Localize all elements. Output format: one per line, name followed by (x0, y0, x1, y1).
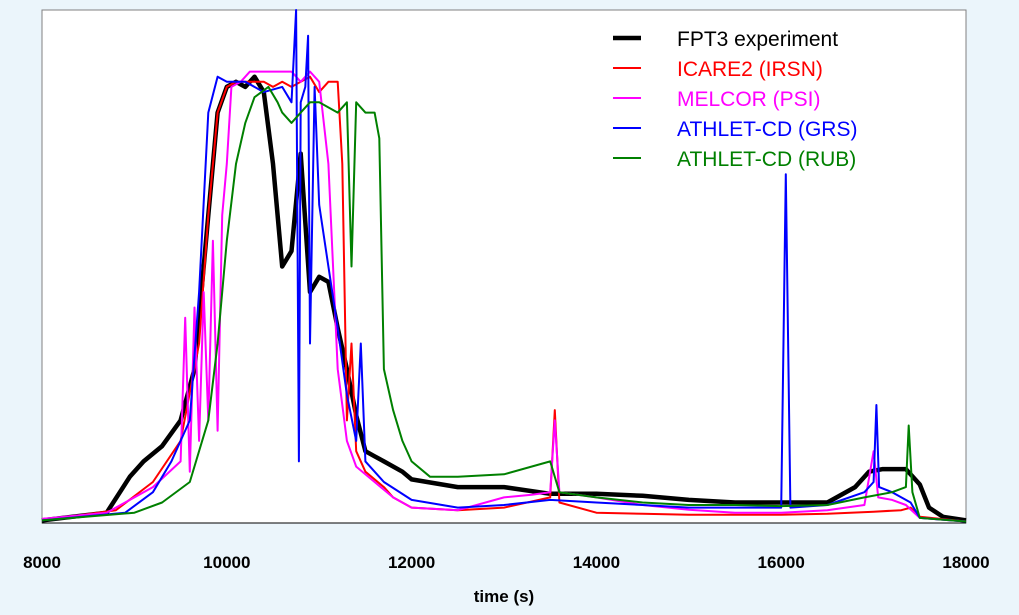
x-tick-label: 10000 (203, 553, 250, 572)
legend-label: ATHLET-CD (GRS) (677, 118, 857, 141)
x-tick-label: 12000 (388, 553, 435, 572)
legend-label: MELCOR (PSI) (677, 88, 821, 111)
series-layer (41, 9, 967, 523)
series-line-2 (41, 70, 967, 523)
x-tick-label: 14000 (573, 553, 620, 572)
legend-label: FPT3 experiment (677, 28, 838, 51)
x-tick-label: 18000 (942, 553, 989, 572)
series-line-1 (41, 75, 967, 523)
plot-area (41, 9, 967, 524)
legend-label: ICARE2 (IRSN) (677, 58, 823, 81)
x-tick-label: 8000 (23, 553, 61, 572)
x-axis-title: time (s) (474, 587, 534, 606)
x-tick-labels: 8000 10000 12000 14000 16000 18000 (23, 553, 990, 572)
x-tick-label: 16000 (758, 553, 805, 572)
series-line-4 (41, 85, 967, 523)
legend: FPT3 experiment ICARE2 (IRSN) MELCOR (PSI)… (613, 28, 857, 171)
legend-label: ATHLET-CD (RUB) (677, 148, 856, 171)
